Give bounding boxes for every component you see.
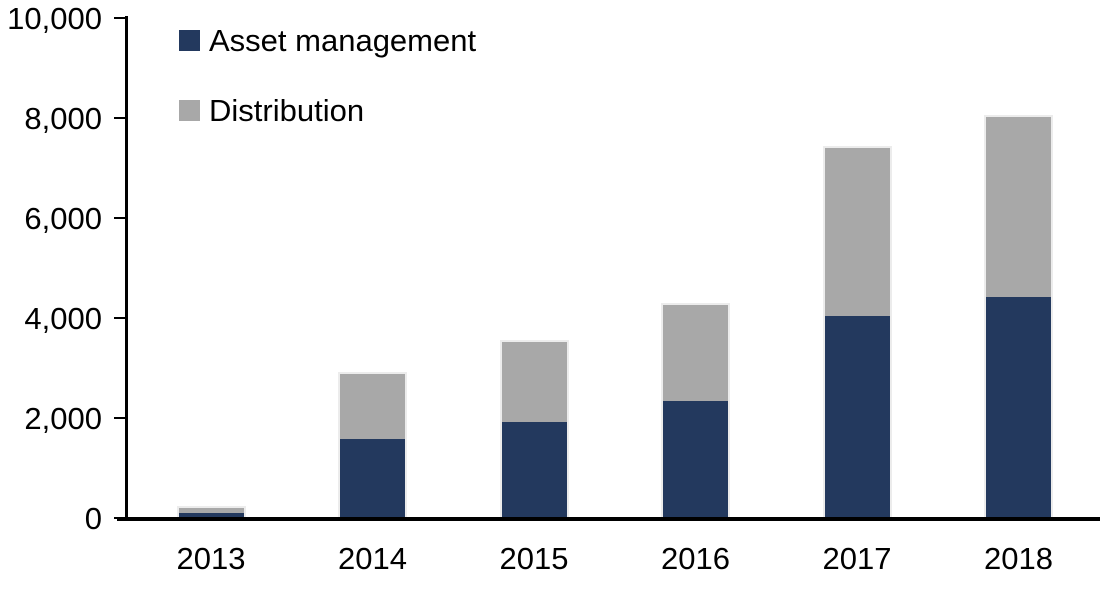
bar-2015 (499, 340, 569, 519)
bar-2016 (661, 302, 730, 519)
bar-2013 (176, 505, 246, 519)
bar-segment-asset-management (178, 512, 244, 517)
y-axis-tick-label: 0 (84, 501, 102, 536)
bar-2014 (338, 371, 407, 519)
y-axis-tick-label: 10,000 (7, 1, 102, 36)
x-axis-line (117, 517, 1100, 521)
y-axis-line (125, 16, 128, 521)
legend-label-distribution: Distribution (209, 92, 365, 128)
bar-segment-asset-management (824, 315, 890, 517)
legend-label-asset-management: Asset management (209, 22, 477, 58)
y-axis-tick-mark (114, 317, 125, 319)
asset-management-swatch-icon (179, 29, 200, 51)
x-axis-tick-label: 2015 (499, 541, 569, 576)
y-axis-tick-label: 8,000 (24, 101, 102, 136)
bar-segment-asset-management (340, 438, 405, 517)
x-axis-tick-label: 2018 (984, 541, 1053, 576)
y-axis-tick-mark (114, 217, 125, 219)
bar-segment-distribution (340, 373, 405, 439)
bar-segment-distribution (178, 507, 244, 513)
y-axis-tick-label: 4,000 (24, 301, 102, 336)
legend-item-asset-management: Asset management (179, 25, 476, 56)
bar-segment-distribution (501, 342, 567, 422)
x-axis-tick-label: 2016 (661, 541, 730, 576)
bar-segment-distribution (824, 148, 890, 316)
legend-item-distribution: Distribution (179, 95, 476, 126)
bar-segment-asset-management (501, 422, 567, 517)
y-axis-tick-mark (114, 117, 125, 119)
y-axis-tick-mark (114, 417, 125, 419)
chart-legend: Asset management Distribution (179, 25, 476, 168)
bar-segment-asset-management (986, 297, 1051, 517)
y-axis-tick-mark (114, 17, 125, 19)
bar-2018 (984, 115, 1053, 519)
distribution-swatch-icon (179, 99, 200, 121)
y-axis-tick-label: 2,000 (24, 401, 102, 436)
x-axis-tick-label: 2014 (338, 541, 407, 576)
bar-segment-distribution (663, 304, 728, 401)
x-axis-tick-label: 2013 (176, 541, 246, 576)
y-axis-tick-label: 6,000 (24, 201, 102, 236)
bar-2017 (822, 146, 892, 519)
x-axis-tick-label: 2017 (822, 541, 892, 576)
bar-segment-distribution (986, 117, 1051, 297)
bar-segment-asset-management (663, 401, 728, 517)
